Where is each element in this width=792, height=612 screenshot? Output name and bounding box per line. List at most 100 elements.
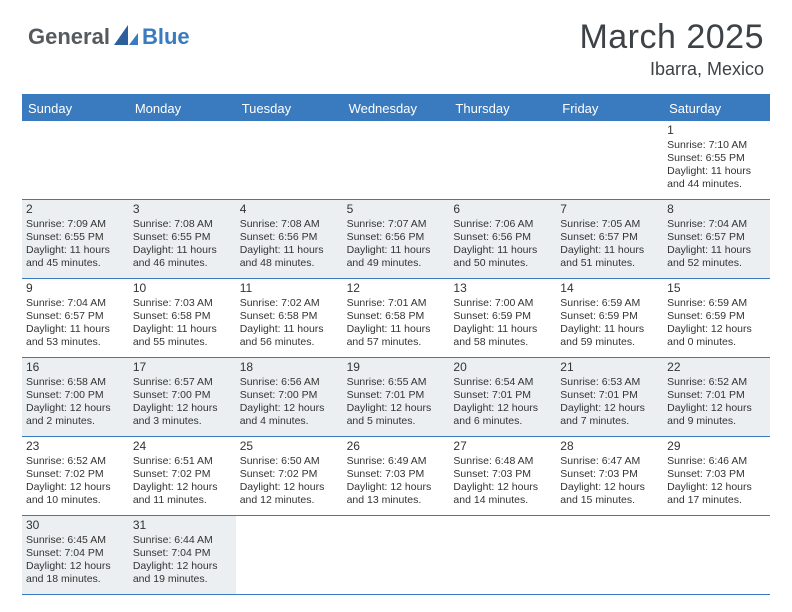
day-daylight1: Daylight: 11 hours bbox=[240, 323, 339, 336]
logo: General Blue bbox=[28, 24, 190, 50]
day-number: 16 bbox=[26, 360, 125, 375]
day-daylight2: and 50 minutes. bbox=[453, 257, 552, 270]
day-sunrise: Sunrise: 7:03 AM bbox=[133, 297, 232, 310]
weekday-header: Thursday bbox=[449, 96, 556, 121]
day-number: 22 bbox=[667, 360, 766, 375]
day-cell: 23Sunrise: 6:52 AMSunset: 7:02 PMDayligh… bbox=[22, 437, 129, 515]
day-sunset: Sunset: 6:56 PM bbox=[453, 231, 552, 244]
day-number: 9 bbox=[26, 281, 125, 296]
day-cell: 9Sunrise: 7:04 AMSunset: 6:57 PMDaylight… bbox=[22, 279, 129, 357]
day-daylight1: Daylight: 11 hours bbox=[26, 323, 125, 336]
day-cell: 12Sunrise: 7:01 AMSunset: 6:58 PMDayligh… bbox=[343, 279, 450, 357]
day-daylight2: and 53 minutes. bbox=[26, 336, 125, 349]
day-number: 31 bbox=[133, 518, 232, 533]
week-row: 23Sunrise: 6:52 AM Sunset: 7:02 PM Dayligh… bbox=[22, 437, 770, 516]
day-number: 21 bbox=[560, 360, 659, 375]
day-cell: 10Sunrise: 7:03 AMSunset: 6:58 PMDayligh… bbox=[129, 279, 236, 357]
day-sunrise: Sunrise: 7:04 AM bbox=[667, 218, 766, 231]
day-sunrise: Sunrise: 7:07 AM bbox=[347, 218, 446, 231]
day-number: 30 bbox=[26, 518, 125, 533]
day-sunrise: Sunrise: 6:52 AM bbox=[667, 376, 766, 389]
day-daylight1: Daylight: 12 hours bbox=[453, 481, 552, 494]
day-daylight1: Daylight: 12 hours bbox=[240, 402, 339, 415]
day-sunset: Sunset: 7:01 PM bbox=[560, 389, 659, 402]
day-number: 8 bbox=[667, 202, 766, 217]
day-sunrise: Sunrise: 7:05 AM bbox=[560, 218, 659, 231]
day-cell: 13Sunrise: 7:00 AMSunset: 6:59 PMDayligh… bbox=[449, 279, 556, 357]
day-daylight1: Daylight: 11 hours bbox=[560, 323, 659, 336]
day-number: 23 bbox=[26, 439, 125, 454]
day-daylight2: and 51 minutes. bbox=[560, 257, 659, 270]
day-sunrise: Sunrise: 7:09 AM bbox=[26, 218, 125, 231]
day-daylight1: Daylight: 12 hours bbox=[347, 402, 446, 415]
day-daylight1: Daylight: 12 hours bbox=[133, 560, 232, 573]
day-daylight2: and 14 minutes. bbox=[453, 494, 552, 507]
weeks-container: 1Sunrise: 7:10 AMSunset: 6:55 PMDaylight… bbox=[22, 121, 770, 595]
day-daylight1: Daylight: 12 hours bbox=[133, 402, 232, 415]
day-daylight2: and 11 minutes. bbox=[133, 494, 232, 507]
day-number: 10 bbox=[133, 281, 232, 296]
day-cell: 14Sunrise: 6:59 AMSunset: 6:59 PMDayligh… bbox=[556, 279, 663, 357]
day-daylight1: Daylight: 11 hours bbox=[453, 323, 552, 336]
day-sunset: Sunset: 7:04 PM bbox=[26, 547, 125, 560]
day-sunset: Sunset: 7:02 PM bbox=[133, 468, 232, 481]
day-cell: 30Sunrise: 6:45 AMSunset: 7:04 PMDayligh… bbox=[22, 516, 129, 594]
day-daylight2: and 15 minutes. bbox=[560, 494, 659, 507]
day-sunset: Sunset: 7:03 PM bbox=[667, 468, 766, 481]
weekday-header-row: SundayMondayTuesdayWednesdayThursdayFrid… bbox=[22, 96, 770, 121]
location-label: Ibarra, Mexico bbox=[579, 59, 764, 80]
day-cell: 22Sunrise: 6:52 AMSunset: 7:01 PMDayligh… bbox=[663, 358, 770, 436]
day-sunset: Sunset: 7:03 PM bbox=[347, 468, 446, 481]
day-sunset: Sunset: 6:55 PM bbox=[26, 231, 125, 244]
day-daylight2: and 6 minutes. bbox=[453, 415, 552, 428]
day-sunrise: Sunrise: 6:57 AM bbox=[133, 376, 232, 389]
day-number: 20 bbox=[453, 360, 552, 375]
day-sunrise: Sunrise: 7:00 AM bbox=[453, 297, 552, 310]
day-daylight2: and 0 minutes. bbox=[667, 336, 766, 349]
day-sunrise: Sunrise: 6:52 AM bbox=[26, 455, 125, 468]
day-cell bbox=[556, 121, 663, 199]
day-number: 27 bbox=[453, 439, 552, 454]
day-cell bbox=[556, 516, 663, 594]
day-daylight1: Daylight: 11 hours bbox=[133, 244, 232, 257]
weekday-header: Sunday bbox=[22, 96, 129, 121]
day-cell bbox=[663, 516, 770, 594]
day-daylight1: Daylight: 11 hours bbox=[347, 323, 446, 336]
day-daylight2: and 4 minutes. bbox=[240, 415, 339, 428]
calendar-grid: SundayMondayTuesdayWednesdayThursdayFrid… bbox=[22, 94, 770, 595]
day-sunset: Sunset: 7:03 PM bbox=[560, 468, 659, 481]
day-sunrise: Sunrise: 6:44 AM bbox=[133, 534, 232, 547]
day-daylight2: and 7 minutes. bbox=[560, 415, 659, 428]
day-number: 14 bbox=[560, 281, 659, 296]
day-cell: 18Sunrise: 6:56 AMSunset: 7:00 PMDayligh… bbox=[236, 358, 343, 436]
day-sunset: Sunset: 7:01 PM bbox=[453, 389, 552, 402]
day-cell bbox=[22, 121, 129, 199]
day-cell: 19Sunrise: 6:55 AMSunset: 7:01 PMDayligh… bbox=[343, 358, 450, 436]
day-number: 18 bbox=[240, 360, 339, 375]
day-daylight1: Daylight: 11 hours bbox=[347, 244, 446, 257]
day-daylight1: Daylight: 12 hours bbox=[667, 402, 766, 415]
day-sunrise: Sunrise: 7:08 AM bbox=[240, 218, 339, 231]
day-sunrise: Sunrise: 6:45 AM bbox=[26, 534, 125, 547]
day-daylight2: and 55 minutes. bbox=[133, 336, 232, 349]
day-daylight1: Daylight: 12 hours bbox=[347, 481, 446, 494]
day-sunrise: Sunrise: 6:59 AM bbox=[560, 297, 659, 310]
day-daylight2: and 59 minutes. bbox=[560, 336, 659, 349]
day-sunrise: Sunrise: 6:48 AM bbox=[453, 455, 552, 468]
day-cell: 17Sunrise: 6:57 AMSunset: 7:00 PMDayligh… bbox=[129, 358, 236, 436]
day-sunset: Sunset: 7:00 PM bbox=[240, 389, 339, 402]
day-daylight1: Daylight: 11 hours bbox=[453, 244, 552, 257]
day-cell: 16Sunrise: 6:58 AMSunset: 7:00 PMDayligh… bbox=[22, 358, 129, 436]
logo-text-1: General bbox=[28, 24, 110, 50]
day-number: 5 bbox=[347, 202, 446, 217]
weekday-header: Wednesday bbox=[343, 96, 450, 121]
day-daylight2: and 3 minutes. bbox=[133, 415, 232, 428]
day-sunset: Sunset: 7:00 PM bbox=[26, 389, 125, 402]
day-cell bbox=[449, 121, 556, 199]
day-daylight2: and 12 minutes. bbox=[240, 494, 339, 507]
day-sunrise: Sunrise: 7:01 AM bbox=[347, 297, 446, 310]
day-cell bbox=[343, 121, 450, 199]
day-daylight1: Daylight: 11 hours bbox=[26, 244, 125, 257]
day-number: 12 bbox=[347, 281, 446, 296]
day-cell bbox=[129, 121, 236, 199]
